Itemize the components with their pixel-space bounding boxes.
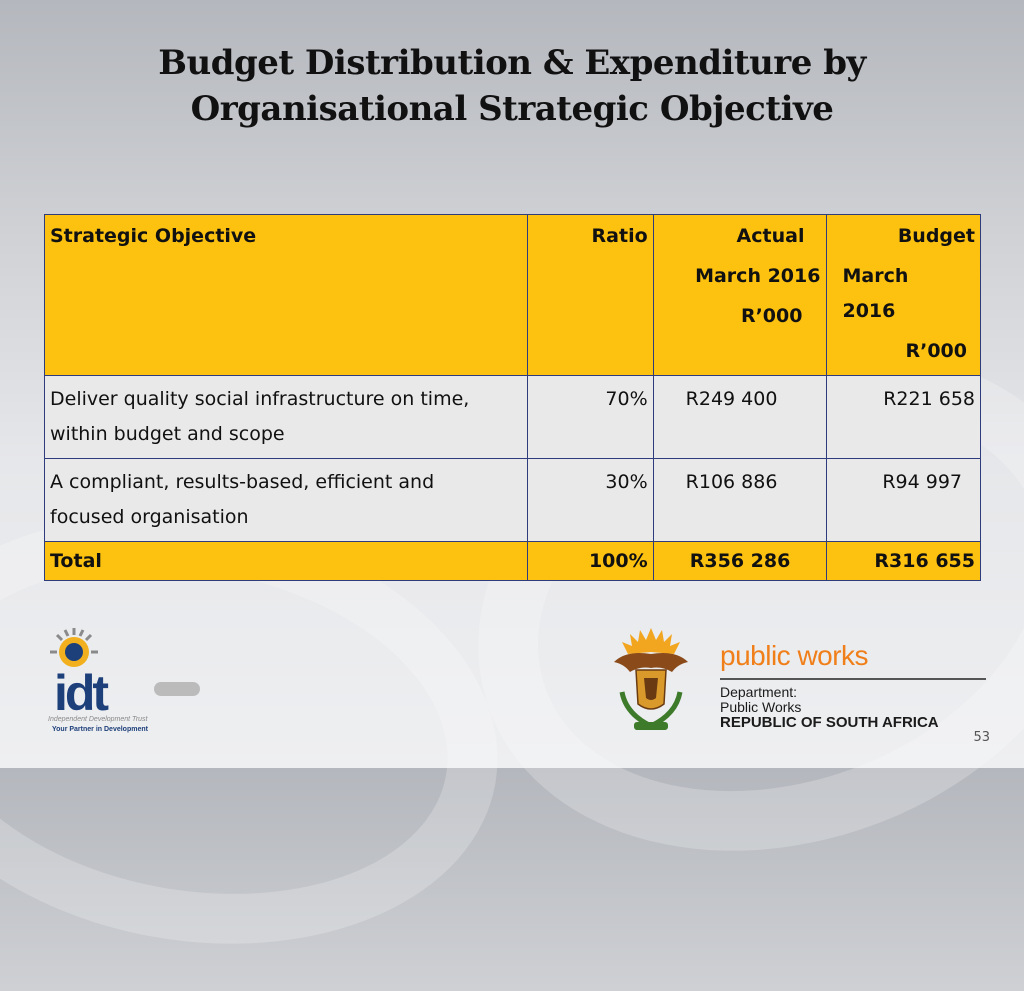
header-budget-line-4: R’000: [905, 340, 967, 362]
public-works-name: Public Works: [720, 699, 802, 715]
row-objective-line-2: within budget and scope: [50, 423, 285, 445]
header-ratio: Ratio: [526, 214, 654, 376]
row-budget: R221 658: [826, 375, 981, 459]
total-actual: R356 286: [652, 541, 828, 581]
public-works-country: REPUBLIC OF SOUTH AFRICA: [720, 714, 939, 731]
table-header-row: Strategic Objective Ratio Actual March 2…: [44, 214, 981, 376]
total-ratio: 100%: [526, 541, 654, 581]
header-budget-line-2: March: [842, 265, 909, 287]
row-ratio: 30%: [526, 458, 654, 542]
row-objective: Deliver quality social infrastructure on…: [44, 375, 528, 459]
row-ratio: 70%: [526, 375, 654, 459]
slide-title-line-2: Organisational Strategic Objective: [190, 89, 834, 129]
header-budget-line-3: 2016: [842, 300, 896, 322]
total-budget: R316 655: [826, 541, 981, 581]
public-works-title: public works: [720, 640, 869, 671]
header-actual-line-2: March 2016: [695, 265, 821, 287]
table-row: A compliant, results-based, efficient an…: [44, 458, 981, 542]
slide-title-line-1: Budget Distribution & Expenditure by: [158, 43, 866, 83]
idt-subtitle: Independent Development Trust: [48, 716, 148, 723]
table-row: Deliver quality social infrastructure on…: [44, 375, 981, 459]
idt-logo-mark: idt: [50, 628, 200, 721]
public-works-logo: public works Department: Public Works RE…: [720, 640, 990, 740]
header-actual-line-1: Actual: [736, 225, 805, 247]
header-strategic-objective: Strategic Objective: [44, 214, 528, 376]
coat-of-arms-icon: [606, 622, 696, 742]
idt-tagline: Your Partner in Development: [52, 726, 148, 733]
row-actual: R106 886: [652, 458, 828, 542]
row-actual: R249 400: [652, 375, 828, 459]
header-actual-line-3: R’000: [740, 305, 803, 327]
page-number: 53: [973, 730, 990, 745]
public-works-divider: [720, 678, 986, 680]
header-budget: Budget March 2016 R’000: [826, 214, 981, 376]
row-budget: R94 997: [826, 458, 981, 542]
idt-logo: idt Independent Development Trust Your P…: [34, 622, 214, 742]
svg-text:idt: idt: [54, 665, 109, 717]
budget-table: Strategic Objective Ratio Actual March 2…: [44, 214, 981, 581]
row-objective-line-1: A compliant, results-based, efficient an…: [50, 471, 435, 493]
total-label: Total: [44, 541, 528, 581]
row-objective-line-1: Deliver quality social infrastructure on…: [50, 388, 470, 410]
header-actual: Actual March 2016 R’000: [652, 214, 828, 376]
row-objective-line-2: focused organisation: [50, 506, 249, 528]
header-budget-line-1: Budget: [897, 225, 975, 247]
row-objective: A compliant, results-based, efficient an…: [44, 458, 528, 542]
public-works-department: Department:: [720, 684, 798, 700]
slide-title: Budget Distribution & Expenditure by Org…: [0, 40, 1024, 132]
table-total-row: Total 100% R356 286 R316 655: [44, 541, 981, 581]
